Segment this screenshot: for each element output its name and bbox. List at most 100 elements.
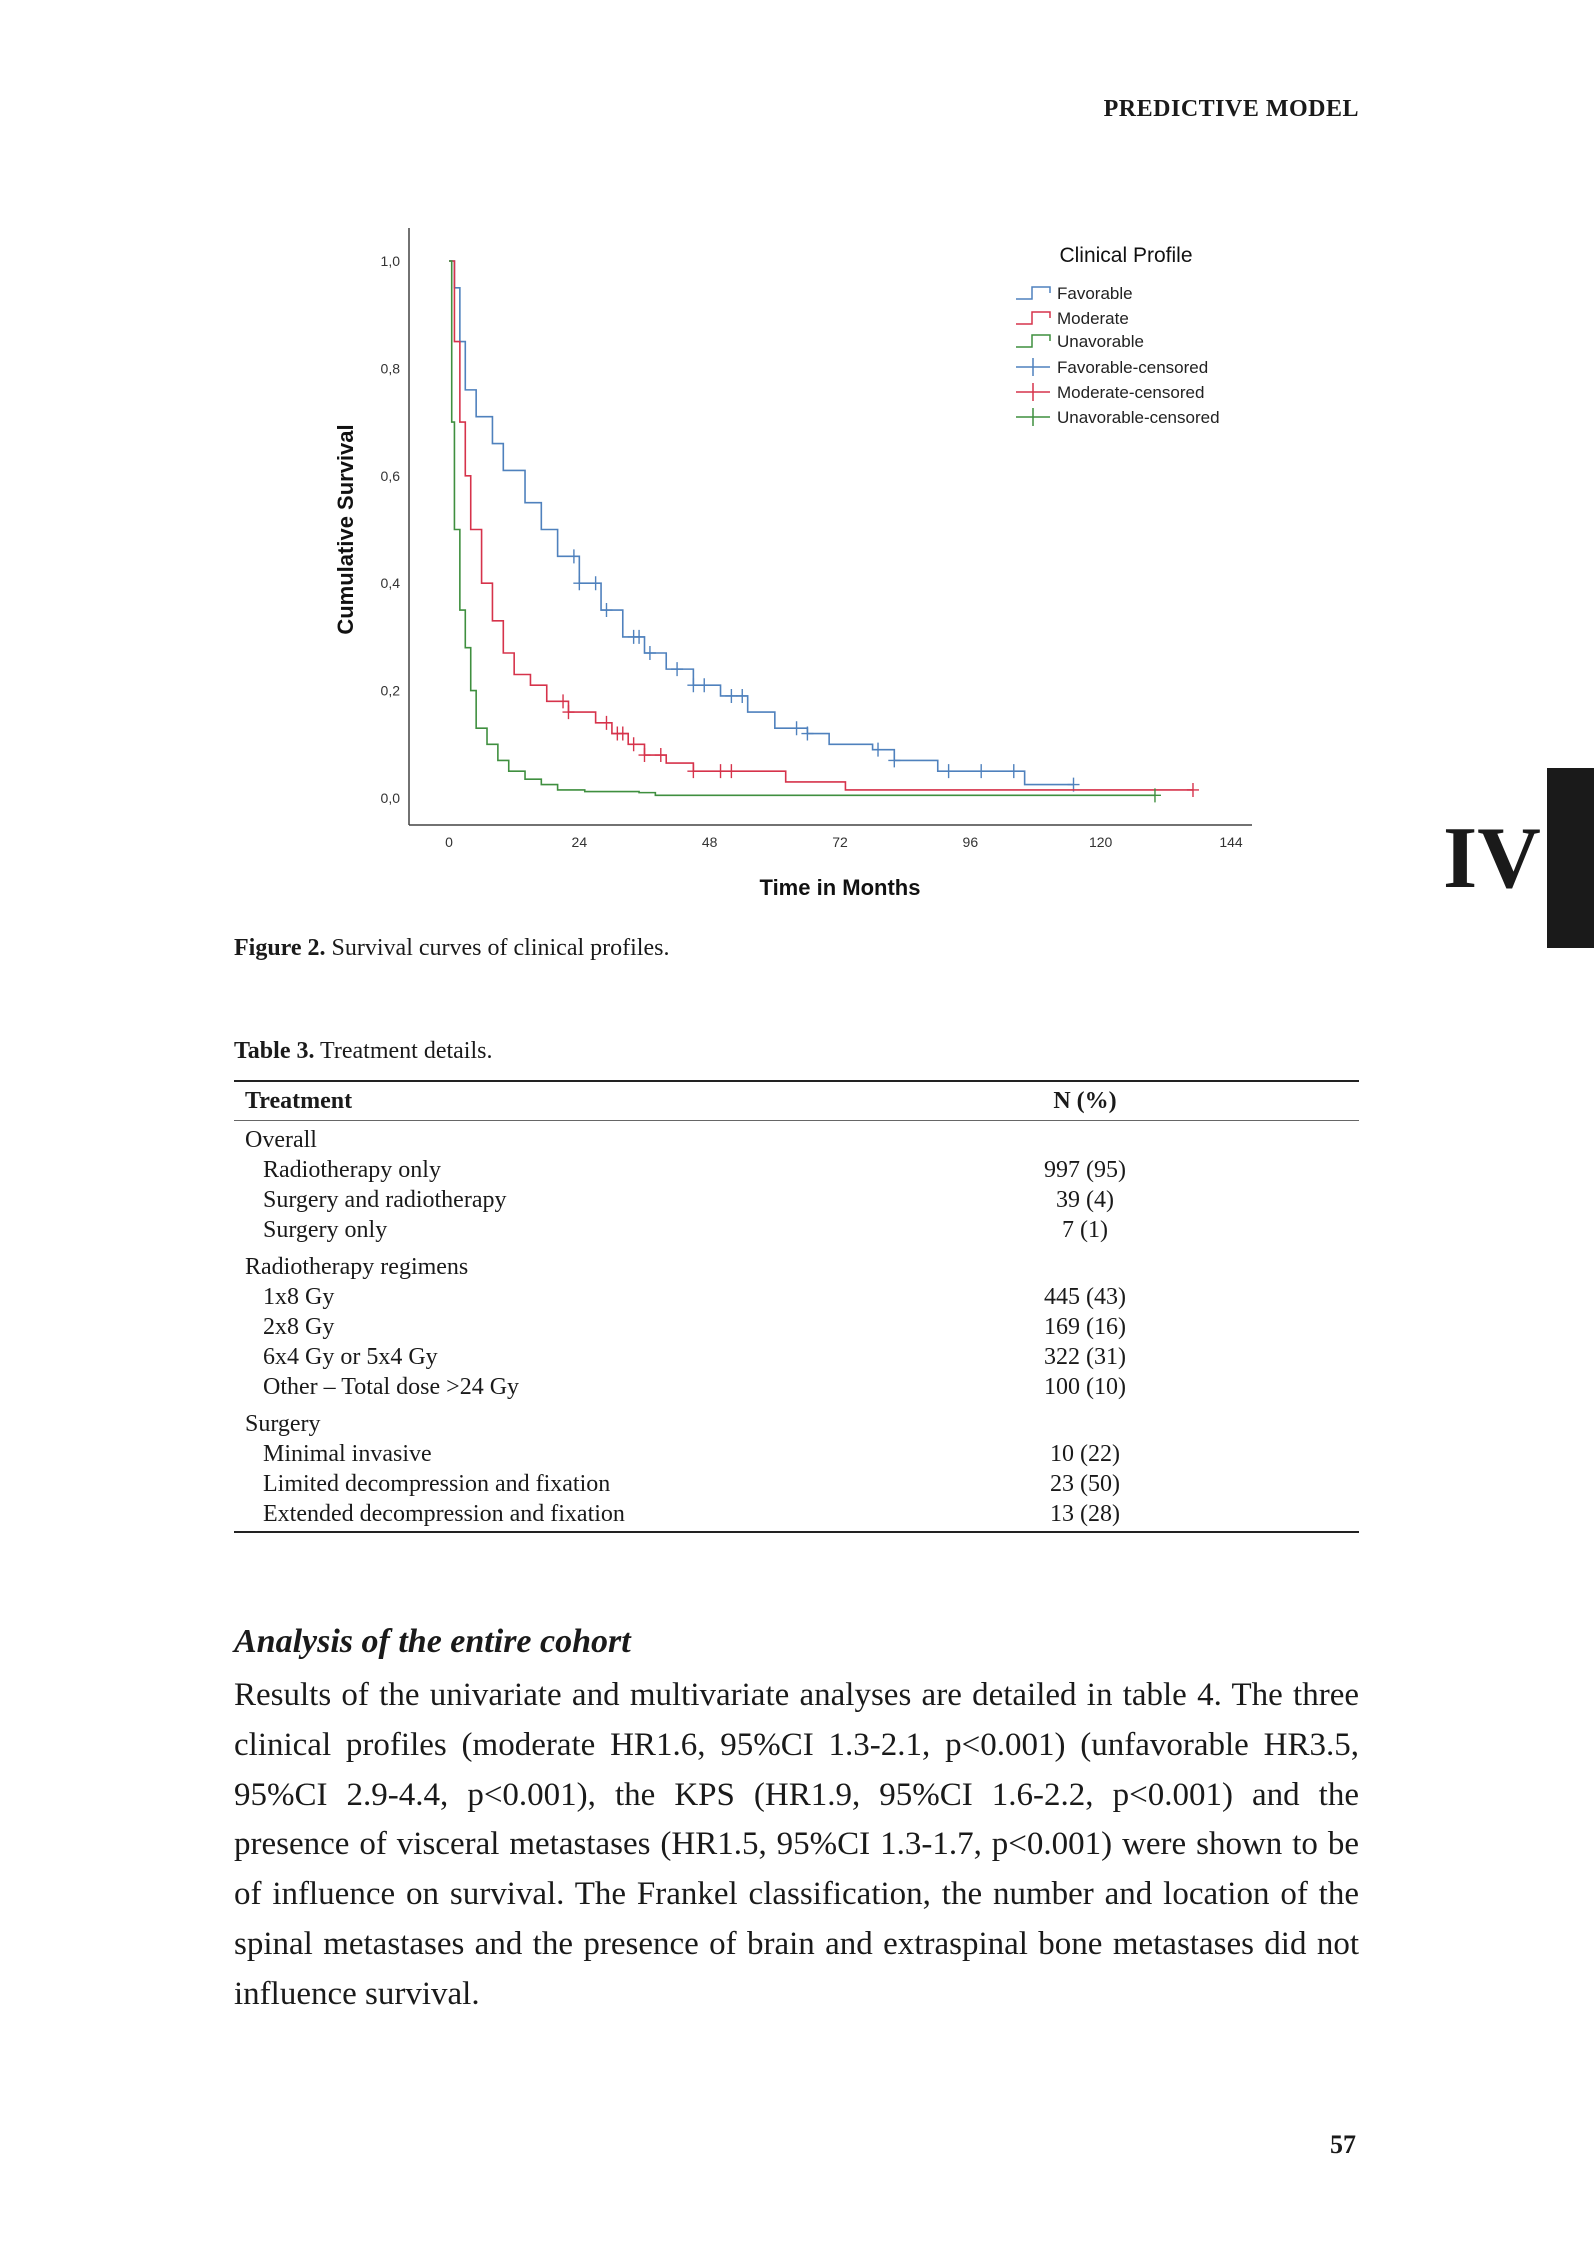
table-label: Table 3.	[234, 1038, 315, 1064]
censor-mark-moderate	[562, 705, 575, 720]
n-cell: 997 (95)	[1044, 1156, 1126, 1183]
n-cell: 10 (22)	[1050, 1440, 1120, 1467]
table-row: Surgery and radiotherapy 39 (4)	[234, 1185, 1359, 1215]
censor-mark-favorable	[872, 742, 885, 757]
legend-entry: Moderate-censored	[1057, 383, 1204, 402]
censor-mark-favorable	[698, 678, 711, 693]
censor-mark-favorable	[888, 753, 901, 768]
treatment-table: Treatment N (%) Overall Radiotherapy only…	[234, 1080, 1359, 1533]
table-group-row: Overall	[234, 1125, 1359, 1155]
treatment-cell: Limited decompression and fixation	[263, 1470, 611, 1497]
table-row: Limited decompression and fixation 23 (50…	[234, 1469, 1359, 1499]
censor-mark-moderate	[627, 737, 640, 752]
x-tick-label: 120	[1089, 834, 1113, 850]
legend-entry: Moderate	[1057, 309, 1129, 328]
censor-mark-unavorable	[1148, 788, 1161, 803]
censor-mark-favorable	[975, 764, 988, 779]
treatment-cell: 2x8 Gy	[263, 1313, 335, 1340]
y-axis-label: Cumulative Survival	[333, 424, 358, 634]
x-axis-label: Time in Months	[760, 875, 921, 900]
legend-censor-icon	[1016, 383, 1050, 401]
censor-mark-favorable	[790, 721, 803, 736]
x-tick-label: 96	[963, 834, 979, 850]
table-group-row: Radiotherapy regimens	[234, 1252, 1359, 1282]
x-tick-label: 72	[832, 834, 848, 850]
table-row: 2x8 Gy 169 (16)	[234, 1312, 1359, 1342]
treatment-cell: Radiotherapy only	[263, 1156, 441, 1183]
censor-mark-favorable	[801, 726, 814, 741]
y-tick-label: 0,6	[381, 468, 401, 484]
censor-mark-moderate	[557, 694, 570, 709]
table-body: Overall Radiotherapy only 997 (95) Surgery …	[234, 1125, 1359, 1531]
legend-censor-icon	[1016, 358, 1050, 376]
group-title: Overall	[245, 1126, 317, 1153]
legend-entry: Favorable	[1057, 284, 1133, 303]
x-tick-label: 48	[702, 834, 718, 850]
censor-mark-moderate	[654, 748, 667, 763]
curve-unavorable	[449, 260, 1155, 797]
table-row: 1x8 Gy 445 (43)	[234, 1282, 1359, 1312]
legend-censor-icon	[1016, 408, 1050, 426]
y-tick-label: 0,8	[381, 360, 401, 376]
legend-step-icon	[1016, 334, 1051, 348]
table-row: Other – Total dose >24 Gy 100 (10)	[234, 1372, 1359, 1402]
treatment-cell: Extended decompression and fixation	[263, 1500, 625, 1527]
censor-mark-favorable	[567, 549, 580, 564]
table-caption: Table 3. Treatment details.	[234, 1038, 492, 1065]
table-row: Radiotherapy only 997 (95)	[234, 1155, 1359, 1185]
censor-mark-favorable	[671, 662, 684, 677]
treatment-cell: 1x8 Gy	[263, 1283, 335, 1310]
censor-mark-moderate	[714, 764, 727, 779]
chart-legend: Clinical Profile Favorable Moderate Unavora…	[1016, 244, 1220, 427]
censor-mark-favorable	[573, 576, 586, 591]
n-cell: 322 (31)	[1044, 1343, 1126, 1370]
censor-mark-favorable	[687, 678, 700, 693]
chapter-tab	[1547, 768, 1594, 948]
figure-caption: Figure 2. Survival curves of clinical pr…	[234, 935, 669, 962]
n-cell: 169 (16)	[1044, 1313, 1126, 1340]
treatment-cell: Surgery and radiotherapy	[263, 1186, 507, 1213]
figure-label: Figure 2.	[234, 935, 326, 961]
censor-mark-moderate	[638, 748, 651, 763]
censor-mark-moderate	[616, 726, 629, 741]
table-row: Surgery only 7 (1)	[234, 1215, 1359, 1245]
censor-mark-moderate	[687, 764, 700, 779]
table-caption-text: Treatment details.	[314, 1038, 493, 1064]
chart-axes: 0 24 48 72 96 120 144 0,0 0,2 0,4 0,6 0,8 1,0 Time in…	[333, 228, 1252, 900]
censor-mark-moderate	[1186, 782, 1199, 797]
n-cell: 445 (43)	[1044, 1283, 1126, 1310]
legend-entry: Favorable-censored	[1057, 358, 1208, 377]
treatment-cell: Surgery only	[263, 1216, 388, 1243]
header-n-percent: N (%)	[1053, 1087, 1117, 1114]
table-row: Minimal invasive 10 (22)	[234, 1439, 1359, 1469]
chart-curves	[449, 260, 1199, 803]
n-cell: 7 (1)	[1062, 1216, 1108, 1243]
y-tick-label: 0,4	[381, 575, 401, 591]
censor-mark-favorable	[1007, 764, 1020, 779]
table-row: 6x4 Gy or 5x4 Gy 322 (31)	[234, 1342, 1359, 1372]
page-number: 57	[1330, 2130, 1356, 2159]
treatment-cell: Minimal invasive	[263, 1440, 432, 1467]
section-heading: Analysis of the entire cohort	[234, 1623, 631, 1660]
n-cell: 39 (4)	[1056, 1186, 1114, 1213]
chapter-label: IV	[1443, 810, 1541, 907]
censor-mark-favorable	[589, 576, 602, 591]
x-tick-label: 0	[445, 834, 453, 850]
censor-mark-favorable	[725, 688, 738, 703]
n-cell: 13 (28)	[1050, 1500, 1120, 1527]
body-paragraph: Results of the univariate and multivaria…	[234, 1677, 1359, 2012]
censor-mark-favorable	[736, 688, 749, 703]
running-head: PREDICTIVE MODEL	[1103, 96, 1359, 122]
curve-favorable	[449, 260, 1074, 786]
x-tick-label: 144	[1219, 834, 1243, 850]
legend-step-icon	[1016, 311, 1051, 325]
censor-mark-favorable	[942, 764, 955, 779]
treatment-cell: Other – Total dose >24 Gy	[263, 1373, 520, 1400]
censor-mark-moderate	[600, 715, 613, 730]
group-title: Radiotherapy regimens	[245, 1253, 469, 1280]
x-tick-label: 24	[572, 834, 588, 850]
table-group-row: Surgery	[234, 1409, 1359, 1439]
n-cell: 100 (10)	[1044, 1373, 1126, 1400]
y-tick-label: 0,0	[381, 790, 401, 806]
legend-step-icon	[1016, 286, 1051, 300]
